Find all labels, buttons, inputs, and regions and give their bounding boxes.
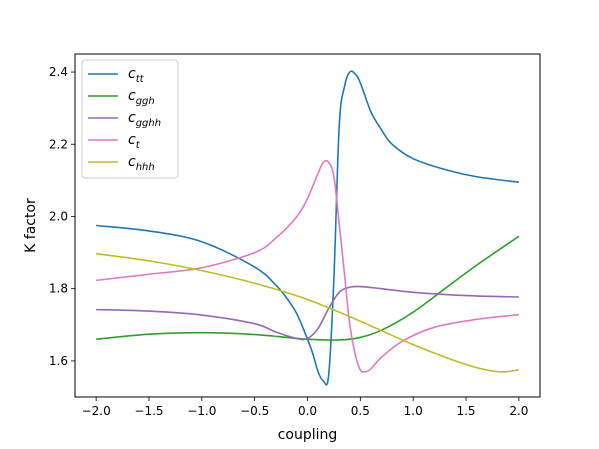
series-line-c-gghh bbox=[96, 285, 519, 341]
legend-label: cggh bbox=[128, 88, 155, 107]
x-tick-label: 0.0 bbox=[298, 404, 317, 418]
x-axis-label: coupling bbox=[278, 427, 338, 443]
x-tick-label: −0.5 bbox=[240, 404, 269, 418]
x-tick-label: −1.5 bbox=[134, 404, 163, 418]
legend-label: chhh bbox=[128, 154, 155, 173]
x-tick-label: −2.0 bbox=[82, 404, 111, 418]
legend-label: cgghh bbox=[128, 110, 161, 129]
x-tick-label: 0.5 bbox=[351, 404, 370, 418]
x-tick-label: 2.0 bbox=[509, 404, 528, 418]
series-line-c-hhh bbox=[96, 252, 519, 373]
x-ticks: −2.0 −1.5 −1.0 −0.5 0.0 0.5 1.0 1.5 2.0 bbox=[82, 397, 528, 418]
x-tick-label: 1.5 bbox=[456, 404, 475, 418]
y-tick-label: 2.0 bbox=[49, 209, 68, 223]
series-line-c-tt bbox=[96, 70, 519, 386]
series-layer bbox=[96, 70, 520, 386]
x-tick-label: −1.0 bbox=[187, 404, 216, 418]
legend-label: ct bbox=[128, 132, 141, 151]
legend: ctt cggh cgghh ct chhh bbox=[81, 59, 179, 179]
y-tick-label: 1.8 bbox=[49, 282, 68, 296]
y-tick-label: 2.4 bbox=[49, 65, 68, 79]
series-line-c-t bbox=[96, 159, 519, 373]
legend-label: ctt bbox=[128, 66, 145, 85]
series-line-c-ggh bbox=[96, 235, 520, 341]
y-ticks: 1.6 1.8 2.0 2.2 2.4 bbox=[49, 65, 75, 368]
plot-frame bbox=[74, 53, 541, 398]
legend-box bbox=[81, 59, 179, 179]
x-tick-label: 1.0 bbox=[404, 404, 423, 418]
y-axis-label: K factor bbox=[23, 198, 39, 253]
y-tick-label: 2.2 bbox=[49, 137, 68, 151]
y-tick-label: 1.6 bbox=[49, 354, 68, 368]
